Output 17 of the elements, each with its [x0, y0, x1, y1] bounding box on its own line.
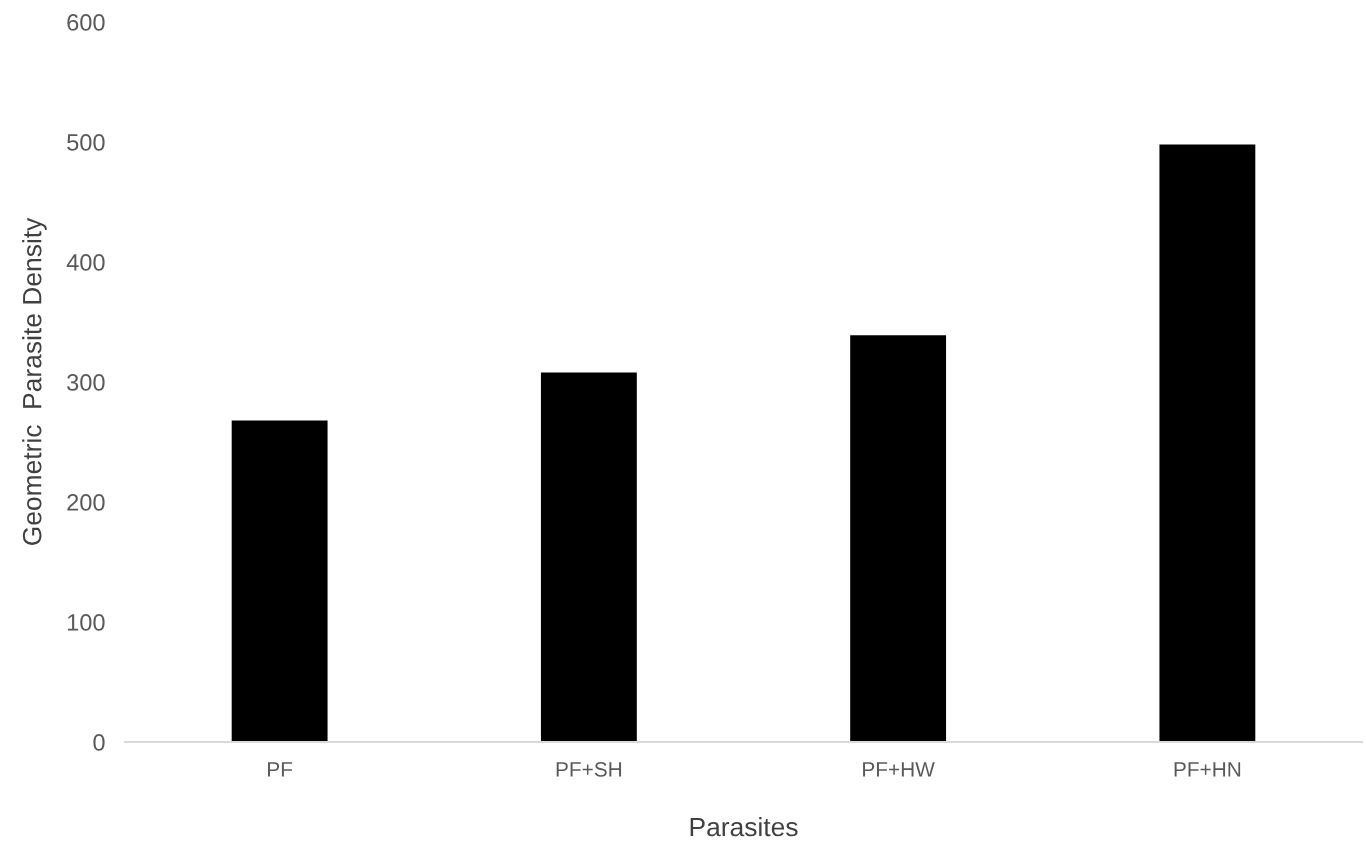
y-tick-label: 300 — [67, 374, 105, 391]
bar — [540, 372, 637, 742]
y-axis-title: Geometric Parasite Density — [22, 217, 47, 545]
y-tick-label: 0 — [93, 734, 105, 751]
y-tick-label: 200 — [67, 494, 105, 511]
y-tick-label: 500 — [67, 134, 105, 151]
x-tick-label: PF+HW — [863, 762, 935, 777]
bar — [850, 335, 947, 742]
x-tick-label: PF — [268, 762, 293, 777]
y-tick-label: 600 — [67, 14, 105, 31]
x-tick-label: PF+HN — [1174, 762, 1241, 777]
y-tick-label: 100 — [67, 614, 105, 631]
x-axis-title: Parasites — [690, 816, 798, 837]
bar — [1159, 144, 1256, 742]
bar — [231, 420, 328, 742]
x-tick-label: PF+SH — [556, 761, 622, 777]
y-tick-label: 400 — [66, 254, 105, 271]
